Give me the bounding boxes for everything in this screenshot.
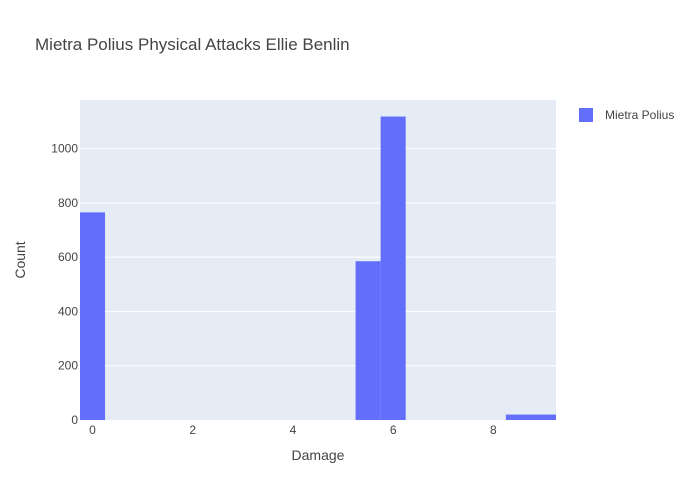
y-tick-label: 1000 <box>51 142 78 156</box>
y-axis-ticks: 0 200 400 600 800 1000 <box>51 142 78 427</box>
histogram-bar[interactable] <box>505 414 556 420</box>
legend-swatch-mietra-polius[interactable] <box>579 108 593 122</box>
x-tick-label: 0 <box>89 423 96 437</box>
x-axis-ticks: 0 2 4 6 8 <box>89 423 497 437</box>
plot-area <box>80 100 556 420</box>
x-tick-label: 4 <box>290 423 297 437</box>
x-tick-label: 2 <box>189 423 196 437</box>
gridlines <box>80 148 556 367</box>
x-tick-label: 8 <box>490 423 497 437</box>
chart-title: Mietra Polius Physical Attacks Ellie Ben… <box>35 35 350 54</box>
bars <box>80 116 556 421</box>
histogram-bar[interactable] <box>380 116 406 421</box>
histogram-bar[interactable] <box>355 261 381 420</box>
y-tick-label: 0 <box>71 413 78 427</box>
y-tick-label: 200 <box>58 359 78 373</box>
y-tick-label: 800 <box>58 196 78 210</box>
y-axis-title: Count <box>12 241 28 278</box>
legend[interactable]: Mietra Polius <box>579 108 674 122</box>
y-tick-label: 400 <box>58 304 78 318</box>
histogram-bar[interactable] <box>80 212 106 420</box>
x-axis-title: Damage <box>292 447 345 463</box>
y-tick-label: 600 <box>58 250 78 264</box>
legend-label-mietra-polius[interactable]: Mietra Polius <box>605 108 674 122</box>
x-tick-label: 6 <box>390 423 397 437</box>
